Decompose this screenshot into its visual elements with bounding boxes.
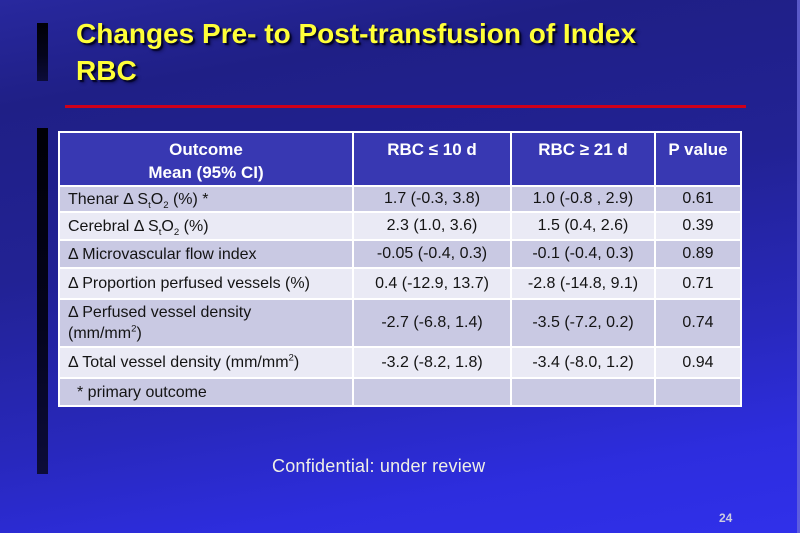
slide-right-edge-highlight xyxy=(797,0,800,533)
table-row: Thenar Δ StO2 (%) * 1.7 (-0.3, 3.8) 1.0 (-… xyxy=(58,185,742,213)
row-label: * primary outcome xyxy=(58,377,354,407)
row-value: 0.74 xyxy=(654,298,742,348)
header-outcome-line2: Mean (95% CI) xyxy=(148,163,264,182)
header-outcome-line1: Outcome xyxy=(169,140,243,159)
slide-title-line1: Changes Pre- to Post-transfusion of Inde… xyxy=(76,18,637,49)
header-rbc-le-10d: RBC ≤ 10 d xyxy=(352,131,512,187)
outcomes-table: Outcome Mean (95% CI) RBC ≤ 10 d RBC ≥ 2… xyxy=(58,131,742,407)
row-value: -3.4 (-8.0, 1.2) xyxy=(510,346,656,379)
row-value: 0.94 xyxy=(654,346,742,379)
row-label: Cerebral Δ StO2 (%) xyxy=(58,211,354,241)
confidential-note: Confidential: under review xyxy=(272,456,486,476)
row-value: -3.2 (-8.2, 1.8) xyxy=(352,346,512,379)
row-value: -0.1 (-0.4, 0.3) xyxy=(510,239,656,269)
row-value: 2.3 (1.0, 3.6) xyxy=(352,211,512,241)
outcomes-table-body: Thenar Δ StO2 (%) * 1.7 (-0.3, 3.8) 1.0 (-… xyxy=(58,185,742,407)
table-row: Δ Proportion perfused vessels (%) 0.4 (-1… xyxy=(58,267,742,300)
row-value xyxy=(510,377,656,407)
header-outcome: Outcome Mean (95% CI) xyxy=(58,131,354,187)
header-p-value: P value xyxy=(654,131,742,187)
title-divider-rule xyxy=(65,105,746,108)
row-value: 1.5 (0.4, 2.6) xyxy=(510,211,656,241)
row-value: -3.5 (-7.2, 0.2) xyxy=(510,298,656,348)
row-value: -0.05 (-0.4, 0.3) xyxy=(352,239,512,269)
row-value: 0.89 xyxy=(654,239,742,269)
table-accent-bar xyxy=(37,128,48,474)
table-row: Δ Total vessel density (mm/mm2) -3.2 (-8.… xyxy=(58,346,742,379)
table-row: Cerebral Δ StO2 (%) 2.3 (1.0, 3.6) 1.5 (0.… xyxy=(58,211,742,241)
table-row: Δ Microvascular flow index -0.05 (-0.4, 0… xyxy=(58,239,742,269)
table-row: * primary outcome xyxy=(58,377,742,407)
row-value: -2.8 (-14.8, 9.1) xyxy=(510,267,656,300)
slide-title-line2: RBC xyxy=(76,55,137,86)
row-value xyxy=(352,377,512,407)
row-label: Δ Microvascular flow index xyxy=(58,239,354,269)
header-row: Outcome Mean (95% CI) RBC ≤ 10 d RBC ≥ 2… xyxy=(58,131,742,187)
row-label: Δ Total vessel density (mm/mm2) xyxy=(58,346,354,379)
title-accent-bar xyxy=(37,23,48,81)
outcomes-table-header: Outcome Mean (95% CI) RBC ≤ 10 d RBC ≥ 2… xyxy=(58,131,742,187)
page-number: 24 xyxy=(719,511,733,525)
row-label: Δ Proportion perfused vessels (%) xyxy=(58,267,354,300)
row-value: 0.39 xyxy=(654,211,742,241)
table-row: Δ Perfused vessel density (mm/mm2) -2.7 (-… xyxy=(58,298,742,348)
row-value: 0.61 xyxy=(654,185,742,213)
row-value: 0.4 (-12.9, 13.7) xyxy=(352,267,512,300)
row-label: Thenar Δ StO2 (%) * xyxy=(58,185,354,213)
slide-title: Changes Pre- to Post-transfusion of Inde… xyxy=(76,15,756,89)
row-label: Δ Perfused vessel density (mm/mm2) xyxy=(58,298,354,348)
row-value: 1.0 (-0.8 , 2.9) xyxy=(510,185,656,213)
row-value: -2.7 (-6.8, 1.4) xyxy=(352,298,512,348)
row-value: 1.7 (-0.3, 3.8) xyxy=(352,185,512,213)
header-rbc-ge-21d: RBC ≥ 21 d xyxy=(510,131,656,187)
row-value xyxy=(654,377,742,407)
row-value: 0.71 xyxy=(654,267,742,300)
